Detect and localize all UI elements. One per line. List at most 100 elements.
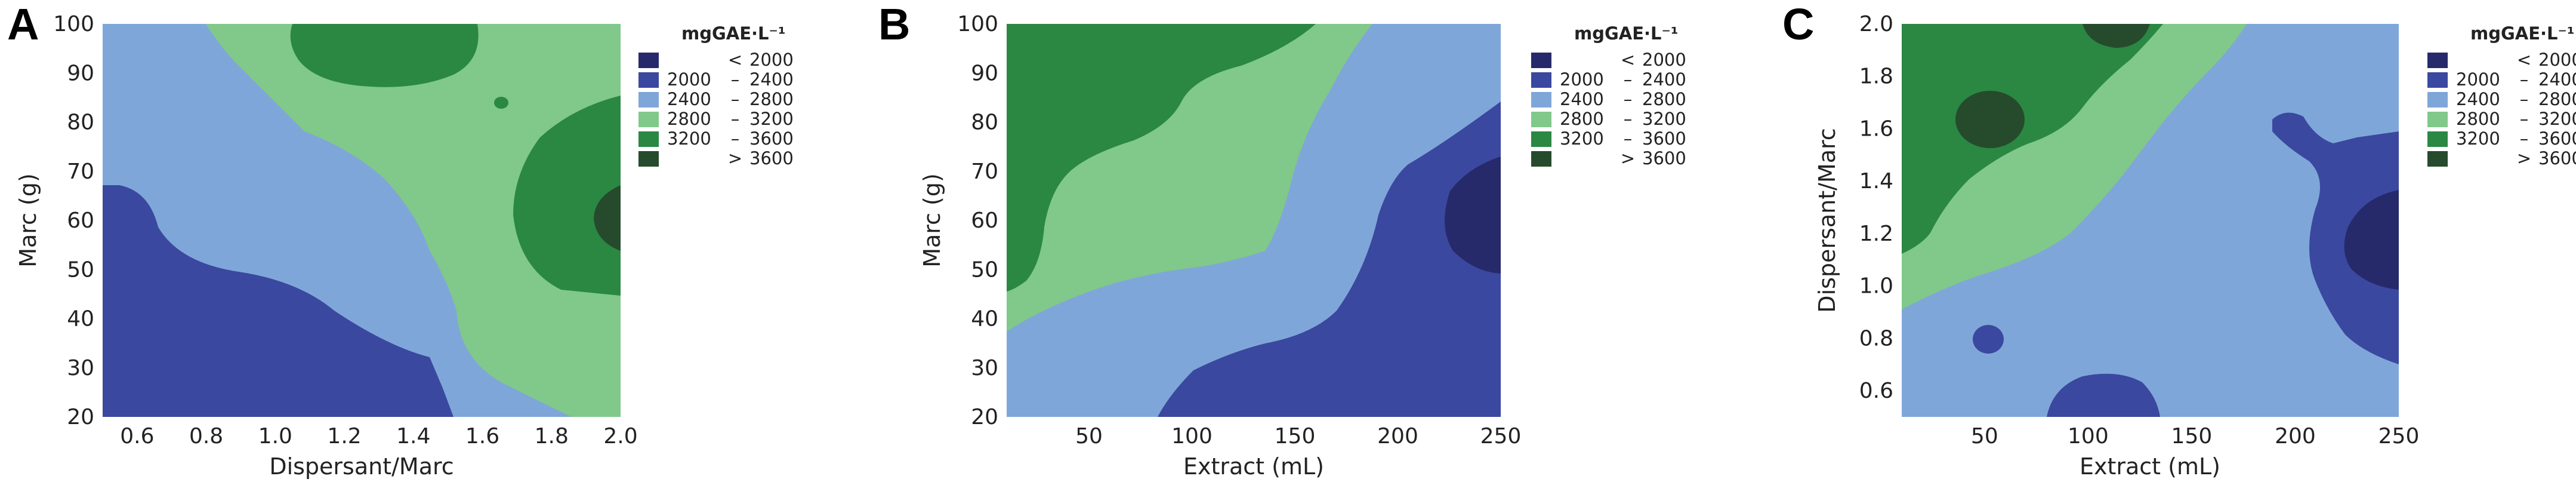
y-axis-title-a: Marc (g)	[15, 173, 41, 268]
legend-high-value: 3200	[1642, 109, 1686, 129]
region-2000-2400-spot	[1973, 325, 2004, 354]
region-3200-3600	[290, 24, 479, 87]
legend-high-value: 2800	[2538, 89, 2576, 109]
y-tick-label: 90	[971, 61, 998, 85]
plot-area-b	[1007, 24, 1501, 417]
legend-high-value: 2400	[749, 69, 794, 90]
y-tick-label: 100	[53, 12, 94, 36]
y-tick-label: 1.4	[1859, 169, 1893, 194]
x-tick-label: 1.8	[535, 424, 569, 449]
y-axis-title-b: Marc (g)	[919, 173, 945, 268]
legend-swatch	[638, 151, 659, 167]
x-tick-label: 2.0	[603, 424, 637, 449]
legend-low-value: 2000	[2456, 69, 2500, 90]
y-tick-label: 2.0	[1859, 12, 1893, 36]
plot-area-c	[1902, 24, 2399, 417]
legend-high-value: 3200	[2538, 109, 2576, 129]
legend-separator: >	[1621, 148, 1635, 168]
legend-high-value: 2800	[1642, 89, 1686, 109]
legend-low-value: 2000	[1560, 69, 1604, 90]
legend-separator: –	[2520, 69, 2529, 90]
region-lt2000	[2344, 190, 2399, 290]
x-tick-label: 1.6	[465, 424, 499, 449]
legend-separator: >	[728, 148, 742, 168]
legend-separator: –	[2520, 128, 2529, 149]
legend-title: mgGAE·L⁻¹	[1574, 23, 1679, 44]
legend-swatch	[1531, 151, 1551, 167]
legend-high-value: 2000	[1642, 50, 1686, 70]
y-tick-label: 20	[971, 405, 998, 429]
x-axis-title-b: Extract (mL)	[1183, 453, 1324, 480]
region-gt3600-left	[1955, 91, 2025, 148]
panel-a: A 0.6 0.8 1.0 1.2 1.4 1.6 1.8 2.0 20 30 40 50 60 70 80…	[7, 0, 794, 480]
legend-swatch	[2427, 131, 2448, 147]
legend-swatch	[2427, 112, 2448, 127]
legend-low-value: 2400	[1560, 89, 1604, 109]
legend-low-value: 2800	[667, 109, 711, 129]
legend-swatch	[1531, 53, 1551, 68]
y-axis-title-c: Dispersant/Marc	[1814, 128, 1840, 312]
legend-high-value: 3200	[749, 109, 794, 129]
legend-separator: –	[2520, 109, 2529, 129]
panel-letter-a: A	[7, 0, 39, 49]
legend-swatch	[2427, 151, 2448, 167]
y-tick-label: 40	[67, 307, 94, 331]
y-tick-label: 80	[971, 110, 998, 135]
region-2000-2400	[1158, 102, 1501, 417]
x-tick-label: 1.2	[327, 424, 361, 449]
legend-c: mgGAE·L⁻¹<20002000–24002400–28002800–320…	[2427, 23, 2576, 168]
y-tick-label: 50	[67, 257, 94, 282]
legend-separator: –	[731, 89, 740, 109]
legend-swatch	[1531, 92, 1551, 108]
region-2000-2400-right	[2272, 112, 2399, 365]
axes-c: 50 100 150 200 250 0.6 0.8 1.0 1.2 1.4 1.6 1.8 2.0	[1859, 12, 2420, 449]
axes-b: 50 100 150 200 250 20 30 40 50 60 70 80 90 100	[957, 12, 1521, 449]
x-tick-label: 200	[2275, 424, 2316, 449]
region-3200-3600-spot	[494, 97, 508, 109]
legend-high-value: 3600	[749, 148, 794, 168]
x-axis-title-c: Extract (mL)	[2080, 453, 2220, 480]
region-3200-3600	[1007, 24, 1316, 291]
y-tick-label: 1.8	[1859, 65, 1893, 89]
legend-separator: <	[2517, 50, 2531, 70]
legend-high-value: 3600	[2538, 128, 2576, 149]
legend-low-value: 3200	[2456, 128, 2500, 149]
x-tick-label: 50	[1075, 424, 1103, 449]
region-2000-2400-bottom	[2047, 373, 2160, 417]
x-tick-label: 0.8	[189, 424, 223, 449]
legend-high-value: 2800	[749, 89, 794, 109]
x-tick-label: 200	[1377, 424, 1418, 449]
legend-separator: <	[728, 50, 742, 70]
y-tick-label: 0.6	[1859, 379, 1893, 403]
region-3200-3600	[1902, 24, 2163, 254]
x-tick-label: 50	[1971, 424, 1998, 449]
x-tick-label: 150	[2171, 424, 2213, 449]
legend-high-value: 2000	[2538, 50, 2576, 70]
panel-letter-b: B	[878, 0, 910, 49]
legend-b: mgGAE·L⁻¹< 20002000–24002400–28002800–320…	[1531, 23, 1686, 168]
axes-a: 0.6 0.8 1.0 1.2 1.4 1.6 1.8 2.0 20 30 40 50 60 70 80 90…	[53, 12, 637, 449]
legend-swatch	[638, 72, 659, 88]
x-tick-label: 250	[2378, 424, 2420, 449]
panel-letter-c: C	[1782, 0, 1814, 49]
legend-swatch	[2427, 92, 2448, 108]
x-tick-label: 100	[2068, 424, 2109, 449]
legend-swatch	[1531, 131, 1551, 147]
legend-high-value: 3600	[1642, 128, 1686, 149]
y-tick-label: 0.8	[1859, 326, 1893, 351]
y-tick-label: 70	[67, 159, 94, 184]
legend-separator: <	[1621, 50, 1635, 70]
y-tick-label: 40	[971, 307, 998, 331]
x-tick-label: 250	[1480, 424, 1522, 449]
y-tick-label: 100	[957, 12, 998, 36]
legend-low-value: 2000	[667, 69, 711, 90]
legend-low-value: 2800	[2456, 109, 2500, 129]
x-tick-label: 100	[1171, 424, 1213, 449]
y-tick-label: 1.6	[1859, 116, 1893, 141]
region-lt2000	[1445, 156, 1501, 274]
y-tick-label: 60	[971, 208, 998, 233]
region-2800-3200	[206, 24, 621, 417]
y-tick-label: 50	[971, 257, 998, 282]
legend-title: mgGAE·L⁻¹	[2470, 23, 2575, 44]
